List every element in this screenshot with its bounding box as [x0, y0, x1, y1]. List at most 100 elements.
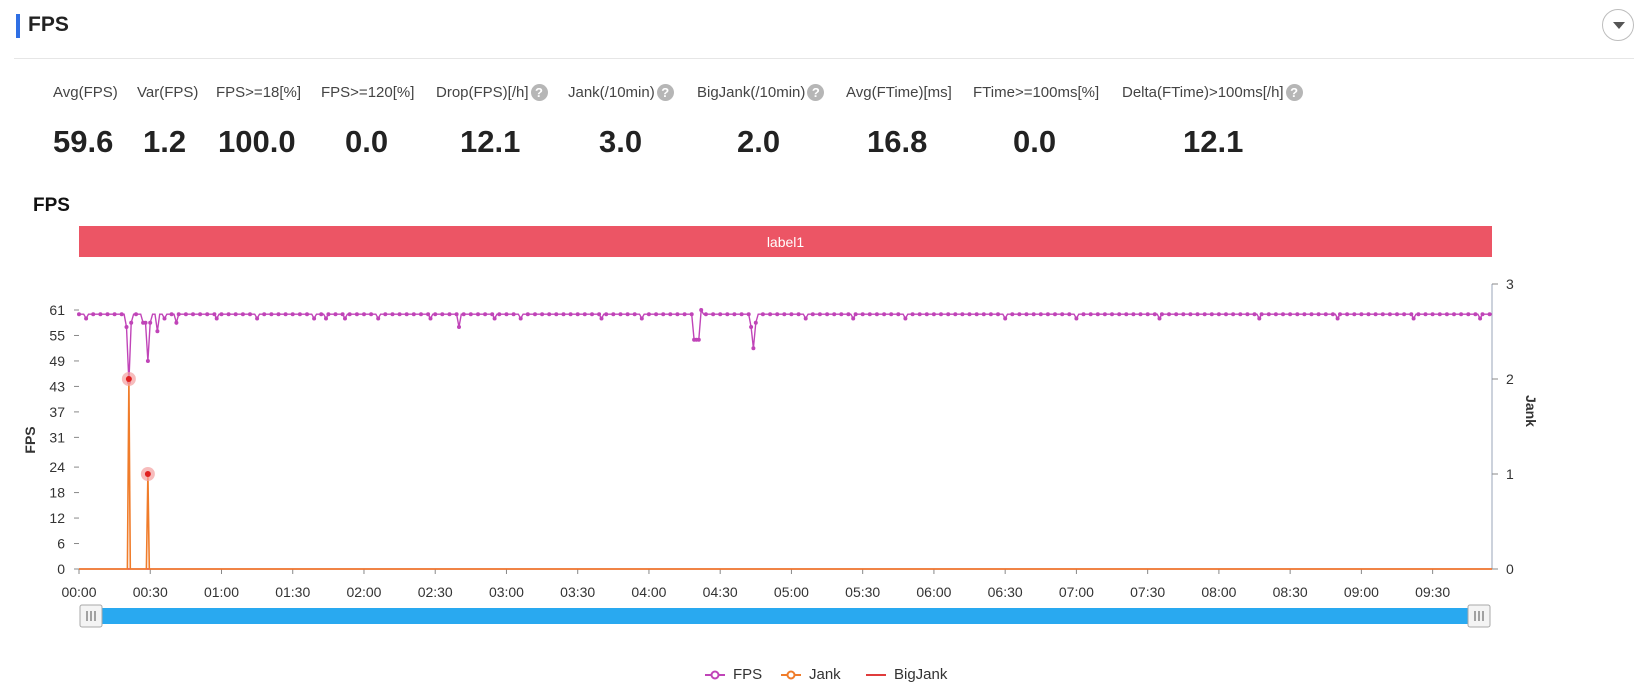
x-tick-label: 05:30 [845, 584, 880, 600]
fps-point [426, 312, 431, 317]
metric-label-text: Avg(FTime)[ms] [846, 84, 952, 101]
legend-item-fps[interactable]: FPS [705, 666, 762, 683]
legend-marker-icon [866, 673, 886, 676]
fps-point [1010, 312, 1015, 317]
label-band[interactable] [79, 226, 1492, 257]
x-tick-label: 06:30 [988, 584, 1023, 600]
fps-point [654, 312, 659, 317]
fps-point [457, 325, 461, 329]
fps-point [269, 312, 274, 317]
fps-point [718, 312, 723, 317]
fps-point [134, 312, 138, 317]
metric-label: Delta(FTime)>100ms[/h]? [1122, 84, 1303, 101]
fps-point [946, 312, 951, 317]
zoom-slider-bar[interactable] [88, 608, 1482, 624]
fps-point [492, 316, 497, 321]
fps-point [661, 312, 666, 317]
y-left-tick-label: 18 [49, 485, 65, 501]
fps-point [1266, 312, 1271, 317]
metric-value: 12.1 [1183, 124, 1244, 159]
metric-value: 1.2 [143, 124, 187, 159]
fps-point [1302, 312, 1307, 317]
help-icon[interactable]: ? [1285, 84, 1303, 101]
fps-point [668, 312, 673, 317]
fps-point [183, 312, 188, 317]
fps-point [1088, 312, 1093, 317]
fps-point [205, 312, 210, 317]
fps-point [343, 316, 347, 321]
fps-point [753, 320, 758, 325]
y-left-tick-label: 0 [57, 561, 65, 577]
metric-value: 12.1 [460, 124, 521, 159]
fps-point [1174, 312, 1179, 317]
help-icon[interactable]: ? [656, 84, 674, 101]
metric-value: 0.0 [345, 124, 389, 159]
legend-label: Jank [809, 666, 841, 683]
fps-point [1423, 312, 1428, 317]
help-icon[interactable]: ? [807, 84, 825, 101]
fps-point [226, 312, 231, 317]
fps-point [896, 312, 901, 317]
fps-point [931, 312, 936, 317]
legend-item-bigjank[interactable]: BigJank [866, 666, 947, 683]
fps-point [468, 312, 473, 317]
metric-label-text: Jank(/10min) [568, 84, 655, 101]
fps-point [699, 308, 704, 312]
fps-point [789, 312, 794, 317]
fps-point [725, 312, 730, 317]
fps-point [440, 312, 445, 317]
fps-point [1281, 312, 1285, 317]
fps-point [768, 312, 773, 317]
metric-value: 59.6 [53, 124, 114, 159]
fps-point [599, 316, 604, 321]
fps-point [411, 312, 416, 317]
y-right-tick-label: 1 [1506, 466, 1514, 482]
fps-point [646, 312, 651, 317]
legend-marker-icon [705, 670, 725, 679]
y-left-tick-label: 12 [49, 510, 65, 526]
fps-point [1045, 312, 1050, 317]
fps-point [1338, 312, 1342, 317]
fps-point [874, 312, 879, 317]
fps-point [1480, 312, 1485, 317]
fps-point [853, 312, 858, 317]
fps-point [240, 312, 245, 317]
metric-9: Delta(FTime)>100ms[/h]? 12.1 [1122, 84, 1303, 159]
metric-label: FPS>=18[%] [216, 84, 301, 101]
fps-point [305, 312, 309, 317]
fps-point [1060, 312, 1065, 317]
fps-point [1167, 312, 1171, 317]
collapse-button[interactable] [1602, 9, 1634, 41]
fps-point [590, 312, 594, 317]
fps-point [1102, 312, 1107, 317]
fps-point [1259, 312, 1264, 317]
fps-point [1074, 316, 1079, 321]
fps-point [219, 312, 224, 317]
fps-point [324, 316, 328, 321]
fps-point [1124, 312, 1129, 317]
metric-value: 0.0 [1013, 124, 1057, 159]
fps-point [129, 320, 134, 325]
y-left-axis-label: FPS [22, 426, 38, 453]
metric-1: Var(FPS) 1.2 [137, 84, 198, 159]
x-tick-label: 01:30 [275, 584, 310, 600]
fps-point [119, 312, 124, 317]
help-icon[interactable]: ? [530, 84, 548, 101]
fps-point [751, 346, 756, 351]
legend-item-jank[interactable]: Jank [781, 666, 841, 683]
y-right-tick-label: 0 [1506, 561, 1514, 577]
y-left-tick-label: 49 [49, 353, 65, 369]
fps-point [810, 312, 815, 317]
metric-8: FTime>=100ms[%] 0.0 [973, 84, 1099, 159]
metric-label-text: FPS>=18[%] [216, 84, 302, 101]
jank-highlight-point[interactable] [144, 471, 151, 477]
jank-highlight-point[interactable] [125, 376, 132, 382]
x-tick-label: 07:30 [1130, 584, 1165, 600]
x-tick-label: 09:00 [1344, 584, 1379, 600]
fps-point [1409, 312, 1414, 317]
fps-point [1138, 312, 1143, 317]
fps-point [433, 312, 438, 317]
y-left-tick-label: 37 [49, 404, 65, 420]
fps-point [1366, 312, 1371, 317]
fps-point [525, 312, 530, 317]
